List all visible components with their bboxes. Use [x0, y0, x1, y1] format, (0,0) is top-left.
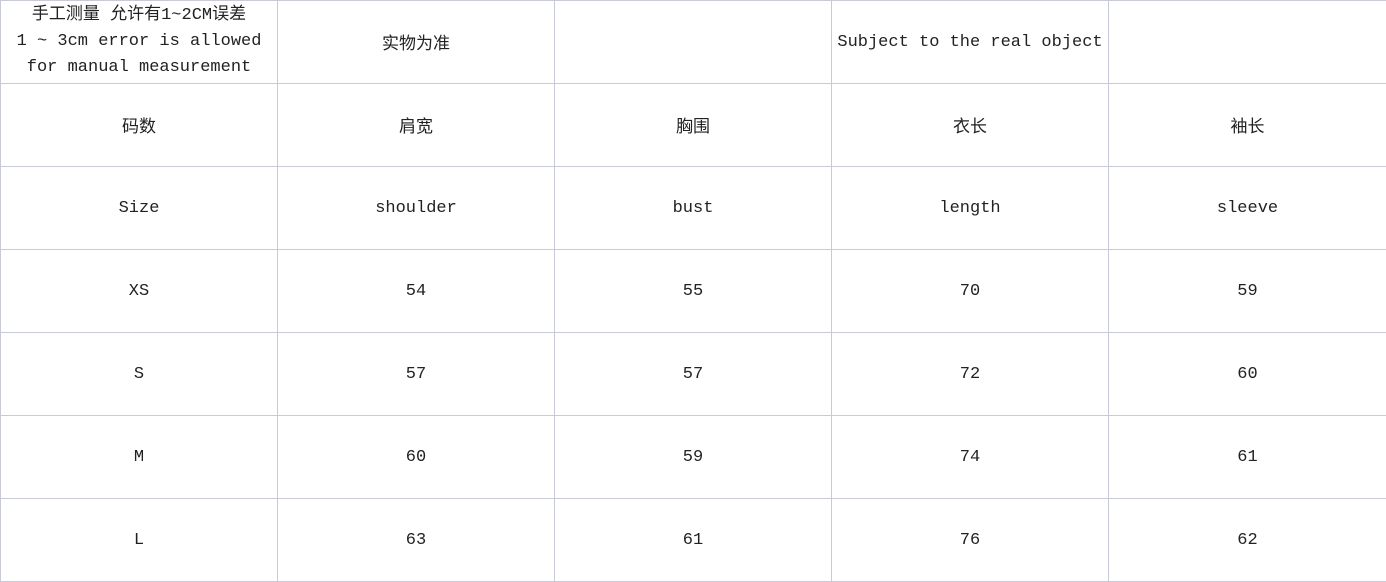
- header-cell: Size: [0, 166, 278, 250]
- header-cell: 肩宽: [277, 83, 555, 167]
- notice-cell: 手工测量 允许有1~2CM误差 1 ~ 3cm error is allowed…: [0, 0, 278, 84]
- header-cell: 袖长: [1108, 83, 1386, 167]
- table-row: L 63 61 76 62: [0, 498, 1386, 582]
- value-cell: 57: [277, 332, 555, 416]
- header-cell: 胸围: [554, 83, 832, 167]
- value-cell: 61: [1108, 415, 1386, 499]
- value-cell: 60: [1108, 332, 1386, 416]
- notice-en: Subject to the real object: [831, 0, 1109, 84]
- header-cell: 衣长: [831, 83, 1109, 167]
- value-cell: 70: [831, 249, 1109, 333]
- table-row: XS 54 55 70 59: [0, 249, 1386, 333]
- value-cell: M: [0, 415, 278, 499]
- table-row: Size shoulder bust length sleeve: [0, 166, 1386, 250]
- value-cell: XS: [0, 249, 278, 333]
- header-cell: sleeve: [1108, 166, 1386, 250]
- header-cell: bust: [554, 166, 832, 250]
- notice-line: 手工测量 允许有1~2CM误差: [31, 6, 247, 25]
- header-cell: shoulder: [277, 166, 555, 250]
- value-cell: 72: [831, 332, 1109, 416]
- value-cell: 76: [831, 498, 1109, 582]
- value-cell: S: [0, 332, 278, 416]
- notice-row: 手工测量 允许有1~2CM误差 1 ~ 3cm error is allowed…: [0, 0, 1386, 84]
- value-cell: 63: [277, 498, 555, 582]
- value-cell: 59: [554, 415, 832, 499]
- value-cell: 62: [1108, 498, 1386, 582]
- notice-line: 1 ~ 3cm error is allowed: [16, 32, 262, 51]
- value-cell: 61: [554, 498, 832, 582]
- notice-cn: 实物为准: [277, 0, 555, 84]
- value-cell: L: [0, 498, 278, 582]
- table-row: M 60 59 74 61: [0, 415, 1386, 499]
- table-row: 码数 肩宽 胸围 衣长 袖长: [0, 83, 1386, 167]
- value-cell: 55: [554, 249, 832, 333]
- value-cell: 54: [277, 249, 555, 333]
- value-cell: 60: [277, 415, 555, 499]
- header-cell: length: [831, 166, 1109, 250]
- table-row: S 57 57 72 60: [0, 332, 1386, 416]
- value-cell: 59: [1108, 249, 1386, 333]
- notice-line: for manual measurement: [26, 58, 252, 77]
- value-cell: 57: [554, 332, 832, 416]
- value-cell: 74: [831, 415, 1109, 499]
- empty-cell: [554, 0, 832, 84]
- header-cell: 码数: [0, 83, 278, 167]
- empty-cell: [1108, 0, 1386, 84]
